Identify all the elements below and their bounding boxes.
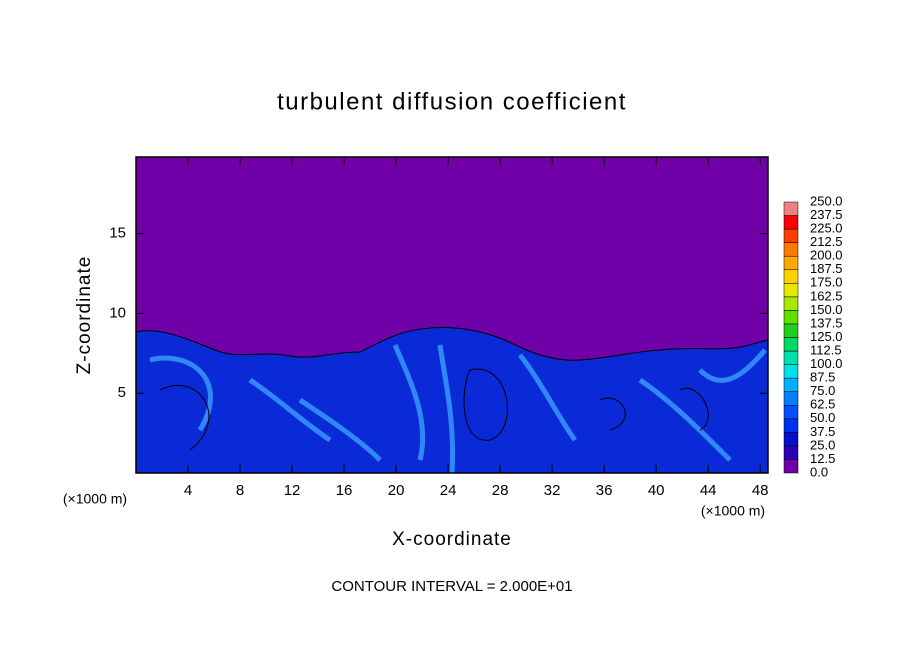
field-streaks bbox=[149, 344, 767, 474]
x-tick-label: 40 bbox=[648, 482, 665, 499]
colorbar-label: 175.0 bbox=[810, 275, 843, 290]
x-tick-label: 36 bbox=[596, 482, 613, 499]
colorbar-band bbox=[783, 228, 799, 243]
colorbar-band bbox=[783, 364, 799, 379]
colorbar-band bbox=[783, 296, 799, 311]
colorbar-band bbox=[783, 350, 799, 365]
x-tick-label: 24 bbox=[440, 482, 457, 499]
colorbar-band bbox=[783, 418, 799, 433]
colorbar-label: 225.0 bbox=[810, 221, 843, 236]
colorbar-band bbox=[783, 215, 799, 230]
y-axis-label: Z-coordinate bbox=[74, 256, 95, 375]
x-tick-label: 28 bbox=[492, 482, 509, 499]
colorbar-label: 62.5 bbox=[810, 397, 835, 412]
colorbar-label: 150.0 bbox=[810, 302, 843, 317]
colorbar-label: 100.0 bbox=[810, 356, 843, 371]
colorbar-label: 212.5 bbox=[810, 234, 843, 249]
chart-title: turbulent diffusion coefficient bbox=[277, 88, 627, 115]
colorbar-band bbox=[783, 391, 799, 406]
x-tick-label: 12 bbox=[284, 482, 301, 499]
colorbar-band bbox=[783, 242, 799, 257]
colorbar-label: 112.5 bbox=[810, 342, 842, 357]
colorbar-label: 125.0 bbox=[810, 329, 843, 344]
colorbar-label: 12.5 bbox=[810, 451, 835, 466]
x-tick-label: 4 bbox=[184, 482, 192, 499]
colorbar-band bbox=[783, 445, 799, 460]
colorbar-band bbox=[783, 310, 799, 325]
colorbar-label: 237.5 bbox=[810, 207, 843, 222]
colorbar-band bbox=[783, 337, 799, 352]
plot-frame bbox=[135, 156, 769, 474]
y-tick-label: 15 bbox=[109, 225, 126, 242]
colorbar-label: 37.5 bbox=[810, 424, 835, 439]
colorbar-band bbox=[783, 201, 799, 216]
colorbar-band bbox=[783, 255, 799, 271]
field-contours bbox=[159, 368, 709, 451]
y-tick-label: 10 bbox=[109, 304, 126, 321]
colorbar-label: 137.5 bbox=[810, 315, 843, 330]
footnote: CONTOUR INTERVAL = 2.000E+01 bbox=[331, 578, 572, 595]
x-tick-label: 48 bbox=[752, 482, 769, 499]
colorbar-band bbox=[783, 269, 799, 284]
x-tick-label: 44 bbox=[700, 482, 717, 499]
colorbar-label: 75.0 bbox=[810, 383, 835, 398]
colorbar-label: 250.0 bbox=[810, 193, 843, 208]
y-tick-label: 5 bbox=[118, 384, 126, 401]
contour-field bbox=[135, 156, 769, 474]
x-tick-label: 8 bbox=[236, 482, 244, 499]
x-axis-label: X-coordinate bbox=[392, 529, 512, 550]
x-unit: (×1000 m) bbox=[701, 503, 765, 519]
colorbar-band bbox=[783, 283, 799, 298]
colorbar-band bbox=[783, 432, 799, 447]
colorbar-label: 50.0 bbox=[810, 410, 835, 425]
field-lower bbox=[135, 327, 769, 474]
colorbar-label: 0.0 bbox=[810, 464, 828, 479]
colorbar-label: 187.5 bbox=[810, 261, 843, 276]
colorbar-label: 200.0 bbox=[810, 248, 843, 263]
colorbar-band bbox=[783, 405, 799, 420]
x-tick-label: 20 bbox=[388, 482, 405, 499]
colorbar-band bbox=[783, 323, 799, 338]
y-unit: (×1000 m) bbox=[63, 491, 127, 507]
colorbar-label: 87.5 bbox=[810, 370, 835, 385]
x-tick-label: 16 bbox=[336, 482, 353, 499]
colorbar-label: 162.5 bbox=[810, 288, 843, 303]
x-tick-label: 32 bbox=[544, 482, 561, 499]
colorbar-band bbox=[783, 377, 799, 392]
colorbar-band bbox=[783, 459, 799, 474]
colorbar-label: 25.0 bbox=[810, 437, 835, 452]
